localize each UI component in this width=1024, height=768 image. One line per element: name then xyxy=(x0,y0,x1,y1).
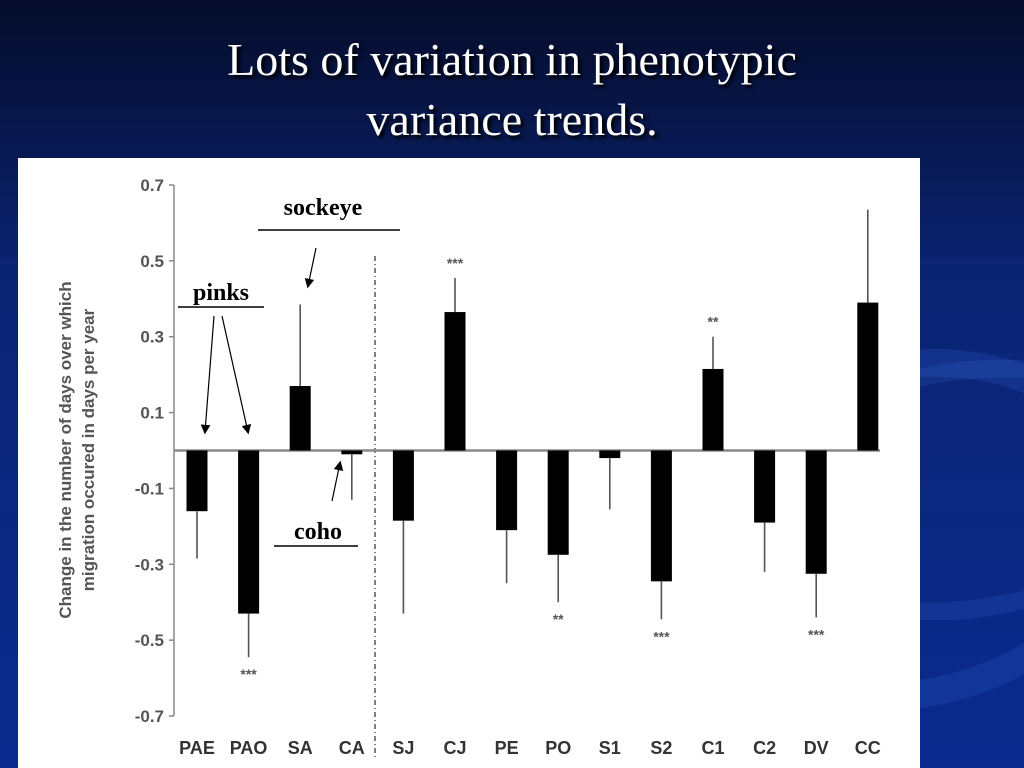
bar-c1 xyxy=(702,368,724,451)
y-tick-label: -0.1 xyxy=(135,479,164,498)
bar-c2 xyxy=(754,450,776,523)
bar-s1 xyxy=(599,450,621,459)
x-tick-label: PAO xyxy=(230,738,268,758)
x-tick-label: SJ xyxy=(392,738,414,758)
bar-dv xyxy=(805,450,827,574)
significance-label: *** xyxy=(447,255,464,271)
significance-label: *** xyxy=(653,628,670,644)
y-tick-label: -0.5 xyxy=(135,631,164,650)
bar-ca xyxy=(341,450,363,455)
bar-chart: Change in the number of days over which … xyxy=(56,176,881,758)
y-tick-label: 0.1 xyxy=(140,404,164,423)
annotation-coho: coho xyxy=(294,519,342,545)
x-tick-label: PO xyxy=(545,738,571,758)
x-tick-label: PE xyxy=(495,738,519,758)
y-tick-label: 0.7 xyxy=(140,176,164,195)
annotation-pinks-arrow-2 xyxy=(221,315,252,435)
annotation-coho-arrow xyxy=(331,460,344,502)
bar-po xyxy=(547,450,569,555)
x-tick-label: C1 xyxy=(701,738,724,758)
x-tick-label: DV xyxy=(804,738,829,758)
x-tick-label: CC xyxy=(855,738,881,758)
slide-title-line1: Lots of variation in phenotypic xyxy=(227,34,797,85)
significance-label: *** xyxy=(240,666,257,682)
bar-pe xyxy=(496,450,518,531)
y-axis-label-line1: Change in the number of days over which xyxy=(56,281,75,618)
annotation-sockeye-arrow xyxy=(304,247,317,289)
annotation-sockeye: sockeye xyxy=(284,195,363,221)
significance-label: ** xyxy=(553,611,564,627)
significance-label: ** xyxy=(708,314,719,330)
x-tick-label: CJ xyxy=(443,738,466,758)
x-tick-label: S1 xyxy=(599,738,621,758)
y-tick-label: -0.7 xyxy=(135,707,164,726)
bar-cj xyxy=(444,312,466,451)
y-axis-label: Change in the number of days over which … xyxy=(56,281,98,618)
slide-title: Lots of variation in phenotypic variance… xyxy=(0,30,1024,150)
y-tick-label: 0.5 xyxy=(140,252,164,271)
bar-s2 xyxy=(650,450,672,582)
bar-cc xyxy=(857,302,879,451)
plot-area: 0.7 0.5 0.3 0.1 -0.1 -0.3 -0.5 -0.7 PAE PAO *** SA C… xyxy=(135,176,881,758)
y-tick-label: -0.3 xyxy=(135,555,164,574)
bar-sj xyxy=(392,450,414,521)
annotation-pinks: pinks xyxy=(193,280,249,306)
chart-panel: Change in the number of days over which … xyxy=(18,158,920,768)
bar-sa xyxy=(289,386,311,451)
y-tick-label: 0.3 xyxy=(140,328,164,347)
x-tick-label: SA xyxy=(288,738,313,758)
x-tick-label: CA xyxy=(339,738,365,758)
bar-pao xyxy=(238,450,260,614)
significance-label: *** xyxy=(808,626,825,642)
annotation-pinks-arrow-1 xyxy=(200,315,215,435)
y-axis-label-line2: migration occured in days per year xyxy=(79,308,98,591)
slide-title-line2: variance trends. xyxy=(366,94,658,145)
x-tick-label: C2 xyxy=(753,738,776,758)
x-tick-label: PAE xyxy=(179,738,215,758)
x-tick-label: S2 xyxy=(650,738,672,758)
bar-pae xyxy=(186,450,208,512)
